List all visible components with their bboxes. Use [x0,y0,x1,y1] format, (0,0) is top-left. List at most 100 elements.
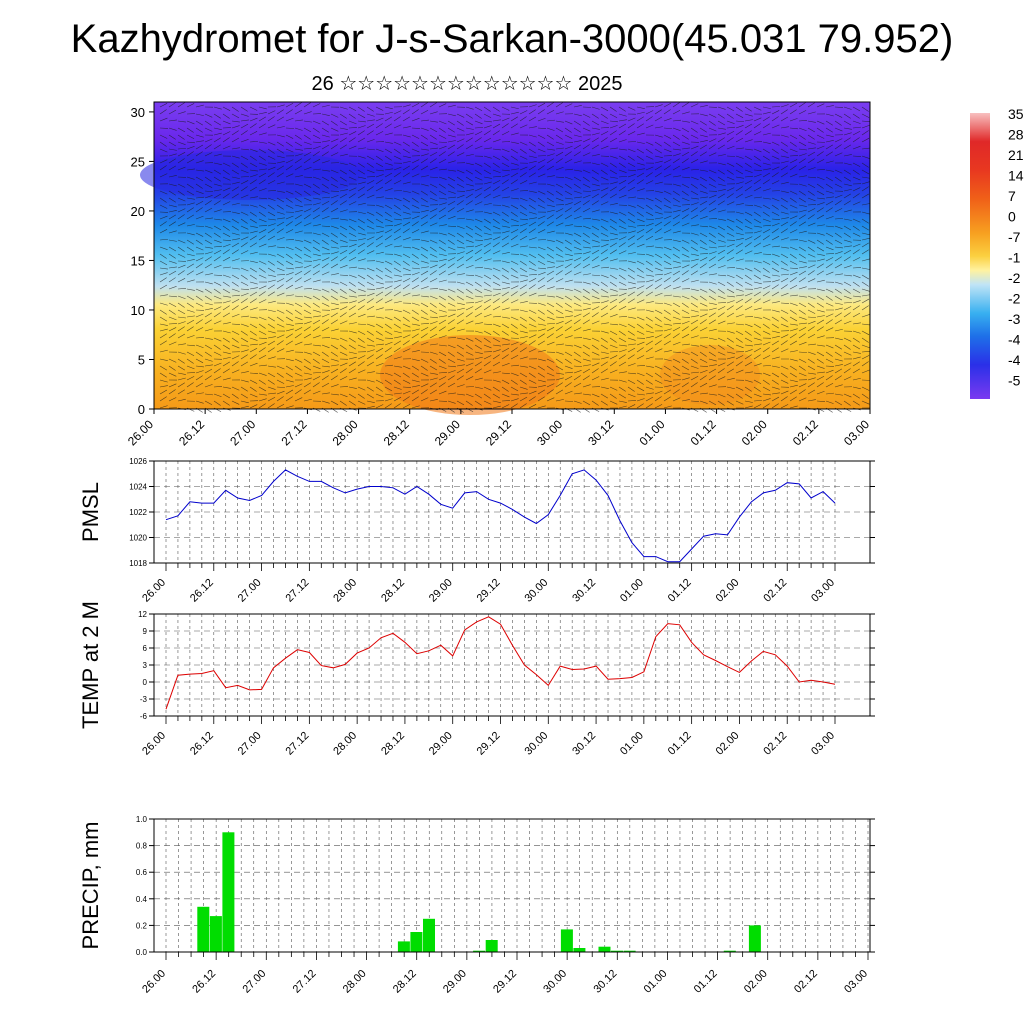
wind-barb [636,379,644,385]
wind-barb [366,379,375,383]
wind-barb [231,393,239,399]
wind-barb [267,245,276,248]
wind-barb [825,207,833,213]
wind-barb [573,215,582,220]
wind-barb [357,369,366,374]
wind-barb [780,267,789,271]
wind-barb [591,144,600,150]
pmsl-y-tick-label: 1024 [129,483,147,492]
wind-barb [546,158,554,164]
wind-barb [825,351,833,357]
wind-barb [798,134,806,140]
wind-barb [681,351,690,355]
wind-barb [591,400,599,406]
wind-barb [375,316,384,319]
wind-barb [276,372,284,378]
wind-barb [501,274,509,280]
wind-barb [663,148,672,153]
wind-barb [663,340,672,346]
wind-barb [573,200,582,206]
wind-barb [708,364,717,367]
wind-barb [375,204,384,208]
wind-barb [546,277,554,283]
wind-barb [609,176,618,179]
wind-barb [168,183,177,187]
wind-barb [267,336,276,339]
wind-barb [537,309,545,315]
wind-barb [393,148,401,154]
wind-barb [402,134,411,138]
wind-barb [429,176,438,178]
wind-barb [645,197,654,202]
wind-barb [861,361,869,367]
wind-barb [771,204,779,210]
wind-barb [717,132,726,136]
wind-barb [393,141,402,146]
wind-barb [483,313,492,318]
pmsl-frame [153,460,871,564]
wind-barb [321,313,330,318]
wind-barb [195,382,204,388]
wind-barb [609,238,618,241]
wind-barb [321,127,329,133]
wind-barb [573,134,582,138]
wind-barb [654,221,663,227]
colorbar-label: -4 [1008,352,1021,368]
wind-barb [843,183,852,187]
wind-barb [384,267,392,273]
wind-barb [186,376,195,381]
wind-barb [717,127,726,130]
wind-barb [519,309,528,313]
wind-barb [834,183,843,188]
wind-barb [546,197,555,203]
wind-barb [303,351,312,355]
wind-barb [231,176,240,179]
wind-barb [582,375,590,381]
wind-barb [582,120,590,126]
wind-barb [807,389,816,395]
wind-barb [411,246,420,251]
wind-barb [645,218,654,221]
wind-barb [816,246,825,252]
wind-barb [411,323,420,326]
wind-barb [699,365,708,367]
wind-barb [699,232,708,237]
wind-barb [186,253,195,257]
wind-barb [618,119,627,122]
wind-barb [411,358,420,362]
wind-barb [537,221,545,227]
wind-barb [195,160,204,164]
wind-barb [618,344,627,347]
wind-barb [312,358,320,364]
wind-barb [645,340,654,346]
wind-barb [204,351,212,357]
wind-barb [663,277,671,283]
wind-barb [699,327,708,332]
wind-barb [807,246,815,252]
wind-barb [348,137,356,143]
wind-barb [780,273,789,276]
wind-barb [249,225,258,228]
wind-barb [348,120,357,125]
wind-barb [672,316,681,320]
wind-barb [222,300,231,304]
wind-barb [303,176,313,178]
wind-barb [339,320,348,325]
wind-barb [195,319,203,325]
wind-barb [186,207,194,213]
wind-barb [330,200,338,206]
wind-barb [573,288,582,293]
wind-barb [411,365,419,371]
wind-barb [474,393,483,399]
wind-barb [789,204,798,209]
wind-barb [753,225,762,228]
wind-barb [636,218,645,222]
wind-barb [519,336,528,339]
wind-barb [591,193,600,199]
wind-barb [708,351,716,357]
wind-barb [744,405,753,409]
wind-barb [591,232,599,238]
wind-barb [438,151,446,157]
wind-barb [339,264,348,269]
wind-barb [852,249,860,255]
